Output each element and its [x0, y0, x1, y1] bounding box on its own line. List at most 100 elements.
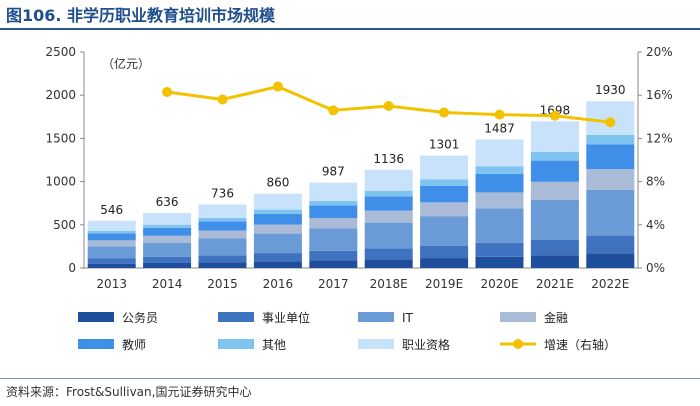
legend-swatch: [78, 312, 114, 322]
bar-segment: [87, 263, 136, 268]
bar-segment: [420, 202, 469, 217]
bar-segment: [475, 139, 524, 167]
left-tick-label: 2500: [45, 45, 76, 59]
total-label: 1301: [429, 138, 460, 152]
bar-segment: [586, 253, 635, 268]
x-tick-label: 2014: [152, 277, 183, 291]
right-tick-label: 0%: [646, 261, 665, 275]
legend-label: IT: [402, 311, 414, 325]
bar-segment: [198, 221, 247, 231]
bar-segment: [143, 213, 192, 225]
title-divider: [0, 28, 700, 30]
bar-segment: [309, 205, 358, 219]
bar-segment: [309, 200, 358, 206]
bar-segment: [530, 255, 579, 268]
bar-segment: [475, 166, 524, 174]
bar-segment: [143, 235, 192, 243]
total-label: 1698: [540, 103, 571, 117]
bar-segment: [253, 193, 302, 210]
total-label: 860: [266, 176, 289, 190]
bar-segment: [475, 242, 524, 257]
legend-swatch-marker: [513, 339, 523, 349]
legend-swatch: [358, 312, 394, 322]
legend-label: 教师: [122, 337, 146, 352]
bar-segment: [87, 220, 136, 231]
right-tick-label: 12%: [646, 131, 673, 145]
bar-segment: [364, 190, 413, 197]
left-tick-label: 1000: [45, 175, 76, 189]
bar-segment: [198, 204, 247, 218]
growth-point: [605, 117, 616, 128]
bar-segment: [198, 255, 247, 263]
bar-segment: [420, 216, 469, 246]
bar-segment: [309, 182, 358, 201]
bar-segment: [253, 253, 302, 262]
bar-segment: [198, 230, 247, 239]
x-tick-label: 2017: [318, 277, 349, 291]
x-tick-label: 2022E: [591, 277, 629, 291]
bar-segment: [475, 192, 524, 209]
bar-segment: [420, 179, 469, 186]
legend-label: 增速（右轴）: [544, 337, 616, 352]
bar-segment: [253, 261, 302, 268]
bar-segment: [586, 169, 635, 190]
bar-segment: [586, 235, 635, 254]
source-divider: [0, 378, 700, 379]
bar-segment: [253, 209, 302, 214]
bar-segment: [143, 242, 192, 257]
bar-segment: [420, 245, 469, 259]
bar-segment: [364, 222, 413, 249]
right-tick-label: 16%: [646, 88, 673, 102]
right-tick-label: 4%: [646, 218, 665, 232]
bar-segment: [364, 248, 413, 260]
x-tick-label: 2015: [207, 277, 238, 291]
growth-point: [549, 110, 560, 121]
bar-segment: [143, 224, 192, 228]
bar-segment: [586, 134, 635, 145]
bar-segment: [253, 213, 302, 225]
x-tick-label: 2018E: [370, 277, 408, 291]
bar-segment: [198, 217, 247, 222]
x-tick-label: 2020E: [480, 277, 518, 291]
growth-point: [272, 81, 283, 92]
bar-segment: [530, 199, 579, 240]
bar-segment: [198, 262, 247, 268]
legend-label: 职业资格: [402, 337, 450, 352]
bar-segment: [309, 218, 358, 229]
bar-segment: [87, 233, 136, 241]
bar-segment: [87, 258, 136, 264]
right-tick-label: 20%: [646, 45, 673, 59]
left-tick-label: 0: [68, 261, 76, 275]
bar-segment: [530, 121, 579, 152]
total-label: 636: [156, 195, 179, 209]
bar-segment: [198, 238, 247, 256]
chart-title: 图106. 非学历职业教育培训市场规模: [6, 6, 276, 25]
right-tick-label: 8%: [646, 175, 665, 189]
total-label: 1487: [484, 122, 515, 136]
x-tick-label: 2016: [263, 277, 294, 291]
growth-point: [383, 101, 394, 111]
bar-segment: [364, 196, 413, 211]
total-label: 736: [211, 186, 234, 200]
legend-swatch: [78, 339, 114, 349]
bar-segment: [364, 259, 413, 268]
left-tick-label: 1500: [45, 131, 76, 145]
bar-segment: [530, 160, 579, 182]
bar-segment: [309, 250, 358, 261]
bar-segment: [586, 144, 635, 170]
growth-point: [439, 107, 450, 118]
legend-label: 其他: [262, 338, 286, 352]
bar-segment: [253, 233, 302, 254]
growth-point: [162, 86, 173, 97]
total-label: 1136: [373, 152, 404, 166]
bar-segment: [420, 185, 469, 203]
bar-segment: [364, 210, 413, 223]
bar-segment: [475, 208, 524, 243]
bar-segment: [586, 189, 635, 236]
total-label: 546: [100, 203, 123, 217]
legend-swatch: [500, 312, 536, 322]
unit-label: （亿元）: [102, 56, 150, 71]
growth-point: [328, 105, 339, 116]
legend-swatch: [358, 339, 394, 349]
left-tick-label: 500: [53, 218, 76, 232]
